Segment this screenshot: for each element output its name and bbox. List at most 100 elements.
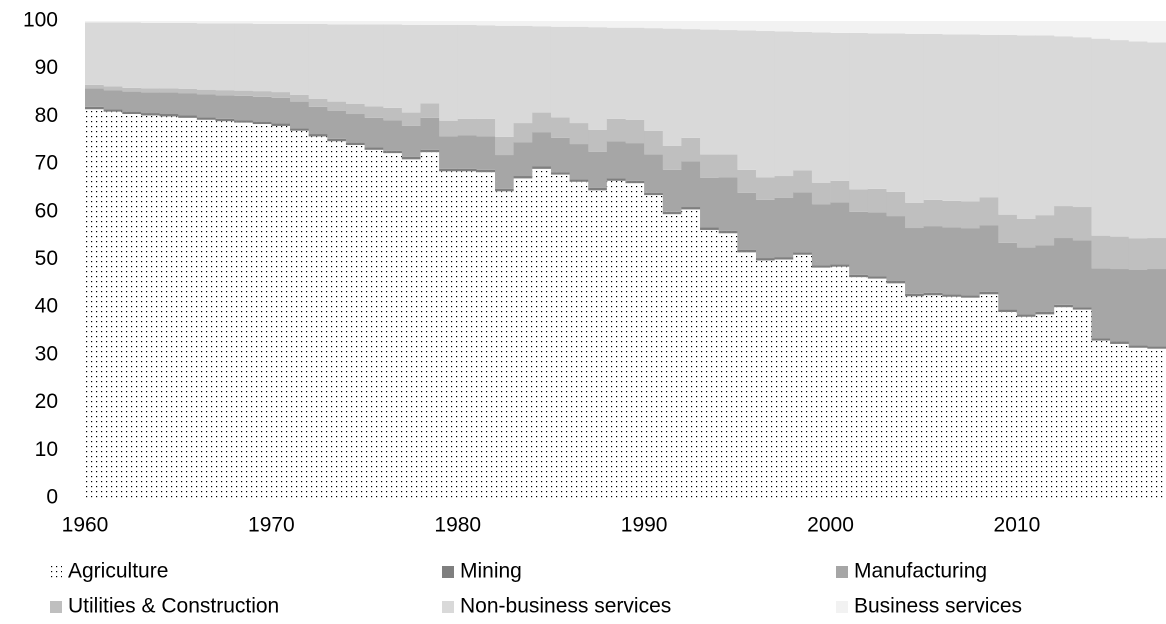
bar-segment	[196, 89, 216, 95]
bar-segment	[532, 26, 552, 113]
bar-segment	[178, 21, 198, 23]
bar-segment	[196, 119, 216, 498]
bar-segment	[420, 149, 440, 153]
bar-segment	[867, 33, 887, 189]
legend-swatch	[836, 601, 848, 613]
bar-segment	[718, 154, 738, 178]
bar-segment	[532, 112, 552, 133]
bar-segment	[998, 311, 1018, 498]
bar-segment	[681, 209, 701, 499]
bar-segment	[1035, 311, 1055, 315]
bar-segment	[364, 147, 384, 150]
bar-segment	[662, 28, 682, 146]
bar-segment	[103, 86, 123, 91]
bar-segment	[1147, 21, 1166, 43]
bar-segment	[550, 172, 570, 175]
bar-segment	[923, 292, 943, 296]
bar-segment	[345, 24, 365, 104]
bar-segment	[625, 119, 645, 144]
bar-segment	[718, 30, 738, 155]
bar-segment	[271, 21, 291, 24]
legend-swatch	[836, 566, 848, 578]
bar-segment	[942, 200, 962, 228]
bar-segment	[960, 228, 981, 296]
bar-segment	[588, 27, 608, 130]
bar-segment	[1054, 304, 1074, 308]
bar-segment	[774, 176, 794, 198]
bar-segment	[550, 117, 570, 138]
bar-segment	[1128, 41, 1148, 239]
bar-segment	[849, 277, 869, 498]
bar-segment	[662, 214, 682, 498]
bar-segment	[606, 180, 626, 499]
bar-segment	[588, 187, 608, 191]
bar-segment	[457, 171, 477, 498]
legend-label: Mining	[460, 560, 522, 583]
bar-segment	[588, 151, 608, 188]
bar-segment	[140, 113, 160, 116]
bar-segment	[718, 230, 738, 234]
bar-segment	[1147, 42, 1166, 239]
bar-segment	[140, 92, 160, 114]
bar-segment	[215, 23, 235, 91]
bar-segment	[1072, 307, 1092, 310]
bar-segment	[439, 21, 459, 25]
bar-segment	[793, 170, 813, 193]
bar-segment	[1091, 338, 1111, 341]
bar-segment	[662, 211, 682, 215]
bar-segment	[923, 199, 943, 227]
bar-segment	[234, 95, 254, 121]
bar-segment	[513, 142, 533, 177]
bar-segment	[755, 21, 776, 32]
bar-segment	[1054, 206, 1074, 239]
bar-segment	[103, 90, 123, 110]
bar-segment	[215, 21, 235, 24]
y-tick-label: 70	[35, 152, 58, 175]
bar-segment	[234, 122, 254, 498]
bar-segment	[774, 31, 794, 177]
bar-segment	[681, 207, 701, 210]
bar-segment	[849, 32, 869, 190]
bar-segment	[308, 106, 328, 135]
bar-segment	[401, 112, 421, 126]
bar-segment	[998, 242, 1018, 310]
bar-segment	[364, 106, 384, 118]
bar-segment	[905, 296, 925, 498]
bar-segment	[439, 168, 459, 172]
bar-segment	[625, 27, 645, 120]
bar-segment	[1072, 21, 1092, 38]
bar-segment	[345, 145, 365, 498]
bar-segment	[606, 27, 626, 119]
bar-segment	[1054, 238, 1074, 305]
bar-segment	[550, 21, 570, 27]
bar-segment	[122, 22, 142, 88]
bar-segment	[159, 116, 179, 499]
bar-segment	[252, 21, 272, 24]
bar-segment	[439, 24, 459, 121]
bar-segment	[420, 103, 440, 118]
bar-segment	[830, 264, 850, 267]
bar-segment	[383, 153, 403, 498]
y-tick-label: 50	[35, 247, 58, 270]
bar-segment	[979, 294, 999, 498]
bar-segment	[364, 21, 384, 25]
bar-segment	[942, 34, 962, 201]
bar-segment	[774, 197, 794, 258]
bar-segment	[1128, 345, 1148, 348]
bar-segment	[905, 293, 925, 297]
bar-segment	[1110, 40, 1130, 237]
x-tick-label: 2000	[807, 514, 854, 537]
bar-segment	[755, 199, 776, 259]
bar-segment	[662, 145, 682, 170]
bar-segment	[420, 152, 440, 499]
bar-segment	[811, 267, 831, 498]
bar-segment	[178, 93, 198, 116]
bar-segment	[550, 174, 570, 498]
bar-segment	[625, 21, 645, 28]
bar-segment	[196, 21, 216, 24]
bar-segment	[1072, 207, 1092, 241]
bar-segment	[532, 168, 552, 498]
bar-segment	[867, 276, 887, 279]
bar-segment	[495, 136, 515, 156]
bar-segment	[811, 182, 831, 205]
